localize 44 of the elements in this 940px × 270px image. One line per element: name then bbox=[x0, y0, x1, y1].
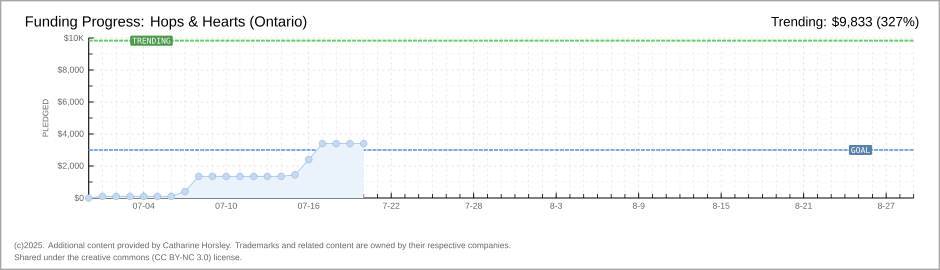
point bbox=[140, 192, 148, 200]
y-tick-label: $10K bbox=[64, 34, 84, 42]
text: (c)2025. Additional content provided by Catharine Horsley. Trademarks and related content are owned by their respective companies. bbox=[14, 242, 510, 250]
point bbox=[126, 192, 134, 200]
point bbox=[154, 192, 162, 200]
point bbox=[305, 156, 312, 164]
point bbox=[318, 140, 326, 148]
point bbox=[85, 194, 92, 202]
point bbox=[181, 188, 189, 196]
point bbox=[250, 172, 258, 180]
point bbox=[278, 172, 285, 180]
y-tick-label: $4,000 bbox=[58, 130, 84, 138]
y-tick-label: $0 bbox=[74, 194, 84, 202]
x-tick-label: 8-15 bbox=[712, 202, 730, 209]
x-tick-label: 7-22 bbox=[382, 202, 400, 209]
point bbox=[332, 140, 340, 148]
x-tick-label: 7-28 bbox=[465, 202, 482, 209]
point bbox=[208, 172, 216, 180]
point bbox=[112, 192, 120, 200]
x-tick-label: 07-10 bbox=[215, 202, 237, 209]
y-tick-label: $2,000 bbox=[58, 162, 84, 170]
point bbox=[360, 140, 368, 148]
x-tick-label: 8-9 bbox=[632, 202, 645, 209]
point bbox=[195, 172, 202, 180]
y-axis-title: PLEDGED bbox=[42, 99, 48, 136]
point bbox=[168, 192, 175, 200]
x-tick-label: 8-21 bbox=[795, 202, 812, 209]
y-tick-label: $8,000 bbox=[58, 66, 84, 74]
x-tick-label: 07-16 bbox=[298, 202, 320, 209]
ref-line-label: TRENDING bbox=[132, 38, 170, 44]
point bbox=[236, 172, 244, 180]
point bbox=[264, 172, 272, 180]
ref-line-label: GOAL bbox=[851, 146, 870, 154]
text: Trending: $9,833 (327%) bbox=[771, 16, 918, 29]
text: Shared under the creative commons (CC BY-NC 3.0) license. bbox=[14, 254, 242, 262]
x-tick-label: 07-04 bbox=[132, 202, 155, 209]
point bbox=[222, 172, 230, 180]
x-tick-label: 8-27 bbox=[878, 202, 894, 209]
chart-title: Funding Progress: Hops & Hearts (Ontario) bbox=[26, 16, 306, 30]
x-tick-label: 8-3 bbox=[550, 202, 562, 209]
point bbox=[346, 140, 354, 148]
y-tick-label: $6,000 bbox=[58, 98, 84, 106]
point bbox=[98, 192, 106, 200]
point bbox=[291, 171, 299, 178]
